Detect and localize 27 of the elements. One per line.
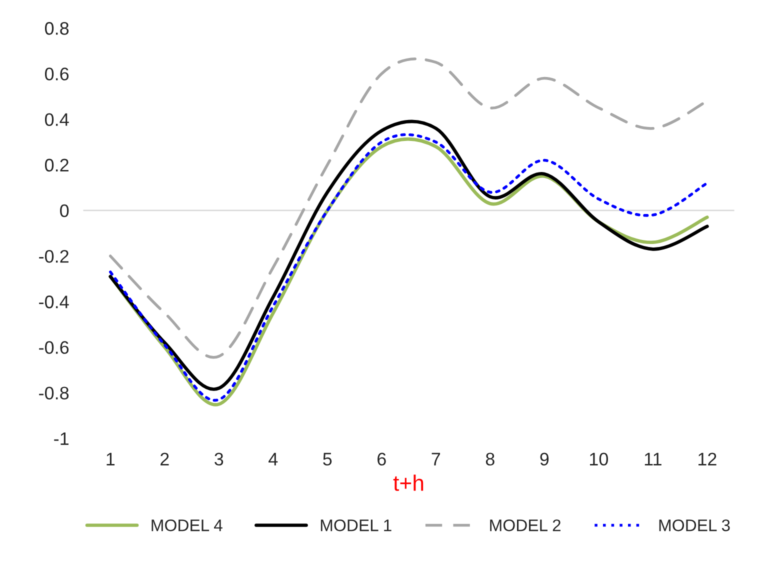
x-tick-label: 6 bbox=[378, 452, 386, 466]
y-tick-label: -0.6 bbox=[39, 341, 69, 354]
x-tick-label: 9 bbox=[540, 452, 549, 466]
x-tick-label: 10 bbox=[590, 452, 608, 466]
y-tick-label: 0.4 bbox=[44, 113, 69, 126]
x-tick-label: 4 bbox=[268, 452, 278, 466]
legend-label: MODEL 3 bbox=[659, 519, 730, 532]
x-tick-label: 1 bbox=[106, 452, 115, 466]
legend-label: MODEL 2 bbox=[490, 519, 560, 532]
y-tick-label: -1 bbox=[54, 432, 68, 445]
x-tick-label: 8 bbox=[486, 452, 494, 466]
y-tick-label: 0 bbox=[60, 204, 69, 218]
x-tick-label: 7 bbox=[432, 452, 440, 466]
x-tick-label: 11 bbox=[644, 452, 662, 466]
x-axis-title: t+h bbox=[393, 474, 424, 491]
x-tick-label: 3 bbox=[214, 452, 224, 466]
legend-label: MODEL 1 bbox=[320, 519, 392, 532]
x-tick-label: 5 bbox=[323, 452, 332, 466]
y-tick-label: -0.2 bbox=[39, 250, 68, 263]
y-tick-label: 0.6 bbox=[44, 68, 69, 80]
y-tick-label: 0.8 bbox=[44, 22, 69, 35]
y-tick-label: -0.4 bbox=[39, 296, 69, 308]
legend-label: MODEL 4 bbox=[152, 519, 222, 532]
y-tick-label: 0.2 bbox=[44, 158, 68, 172]
x-tick-label: 12 bbox=[698, 452, 716, 466]
x-tick-label: 2 bbox=[160, 452, 169, 466]
y-tick-label: -0.8 bbox=[39, 386, 69, 400]
